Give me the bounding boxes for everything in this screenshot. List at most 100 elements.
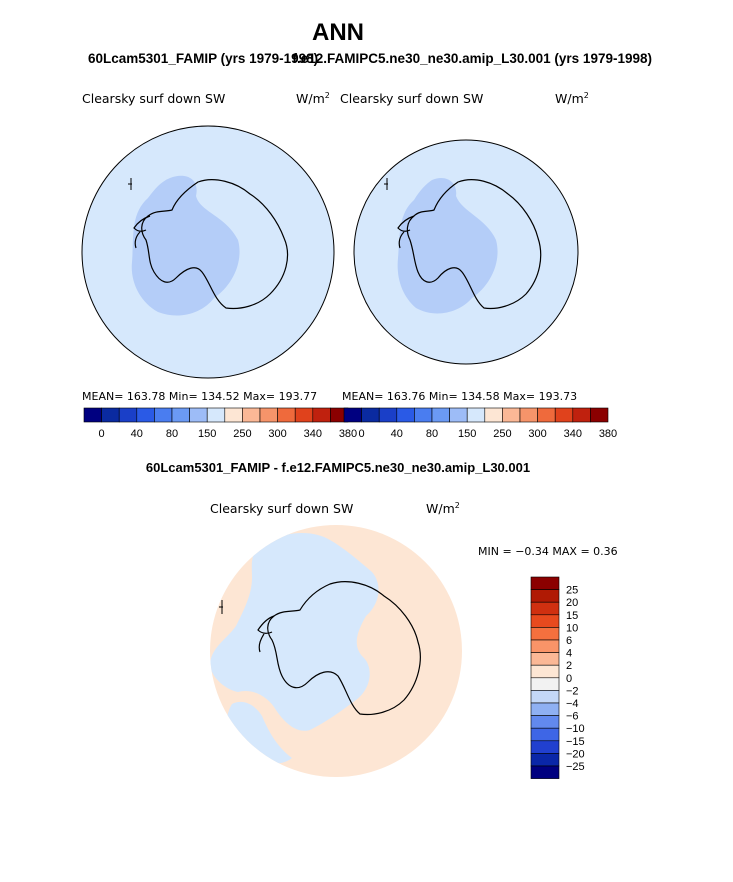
diff-colorbar-tick-label: 6 [566,635,572,647]
diff-colorbar-swatch [530,601,560,616]
colorbar-swatch [189,407,208,423]
left-map-variable: Clearsky surf down SW [82,91,225,106]
colorbar-tick-label: 150 [458,428,476,440]
colorbar-swatch [537,407,556,423]
left-colorbar [83,407,349,423]
colorbar-swatch [101,407,120,423]
diff-colorbar-tick-label: −10 [566,723,585,735]
colorbar-swatch [294,407,314,423]
colorbar-swatch [414,407,433,423]
diff-map-units: W/m2 [426,501,460,516]
colorbar-swatch [118,407,138,423]
diff-colorbar-tick-label: 10 [566,622,578,634]
left-peninsula [133,215,151,249]
colorbar-tick-label: 250 [233,428,251,440]
diff-colorbar-swatch [530,690,560,704]
colorbar-swatch [361,407,380,423]
colorbar-swatch [431,407,450,423]
diff-colorbar-tick-label: −6 [566,711,579,723]
colorbar-swatch [554,407,574,423]
colorbar-tick-label: 250 [493,428,511,440]
diff-colorbar-swatch [530,664,560,679]
diff-colorbar-swatch [530,715,560,729]
diff-antarctica-coastline [267,581,421,716]
colorbar-tick-label: 380 [599,428,617,440]
colorbar-swatch [343,407,362,423]
left-stats: MEAN= 163.78 Min= 134.52 Max= 193.77 [82,390,317,403]
diff-map-variable: Clearsky surf down SW [210,501,353,516]
difference-colorbar [530,576,560,779]
colorbar-swatch [466,407,486,423]
right-antarctica-coastline [406,179,542,310]
diff-colorbar-swatch [530,589,560,603]
colorbar-swatch [277,407,296,423]
case1-label: 60Lcam5301_FAMIP (yrs 1979-1998) [88,51,318,66]
colorbar-tick-label: 0 [359,428,365,440]
difference-title: 60Lcam5301_FAMIP - f.e12.FAMIPC5.ne30_ne… [146,460,530,475]
colorbar-swatch [396,407,415,423]
diff-colorbar-swatch [530,627,560,641]
colorbar-swatch [259,407,278,423]
colorbar-tick-label: 340 [564,428,582,440]
difference-map [210,525,462,777]
colorbar-swatch [449,407,468,423]
diff-colorbar-swatch [530,677,560,691]
right-colorbar-labels: 0 40 80 150 250 300 340 380 [359,428,618,440]
diff-colorbar-swatch [530,765,560,779]
diff-colorbar-tick-label: 4 [566,648,572,660]
diff-island [219,600,223,614]
diff-colorbar-tick-label: 15 [566,610,578,622]
colorbar-tick-label: 300 [528,428,546,440]
diff-colorbar-swatch [530,740,560,754]
colorbar-swatch [590,407,609,423]
colorbar-swatch [378,407,398,423]
colorbar-tick-label: 380 [339,428,357,440]
diff-colorbar-swatch [530,614,560,628]
right-stats: MEAN= 163.76 Min= 134.58 Max= 193.73 [342,390,577,403]
diff-colorbar-tick-label: 25 [566,585,578,597]
left-map-units: W/m2 [296,91,330,106]
diff-min-max: MIN = −0.34 MAX = 0.36 [478,545,618,558]
diff-colorbar-tick-label: 20 [566,597,578,609]
colorbar-swatch [154,407,173,423]
diff-peninsula [257,615,275,653]
colorbar-tick-label: 340 [304,428,322,440]
diff-colorbar-tick-label: −2 [566,685,579,697]
colorbar-tick-label: 80 [426,428,438,440]
colorbar-tick-label: 150 [198,428,216,440]
colorbar-swatch [224,407,243,423]
diff-colorbar-tick-label: −25 [566,761,585,773]
diff-colorbar-swatch [530,652,560,666]
diff-colorbar-tick-label: −15 [566,736,585,748]
colorbar-swatch [572,407,591,423]
colorbar-swatch [242,407,261,423]
diff-colorbar-tick-label: 2 [566,660,572,672]
diff-colorbar-swatch [530,576,560,590]
left-island [128,178,132,190]
colorbar-swatch [136,407,155,423]
diff-colorbar-tick-label: −4 [566,698,579,710]
colorbar-swatch [171,407,190,423]
diff-colorbar-swatch [530,639,560,653]
diff-colorbar-swatch [530,702,560,716]
diff-colorbar-swatch [530,727,560,742]
colorbar-swatch [484,407,503,423]
colorbar-tick-label: 40 [391,428,403,440]
colorbar-swatch [206,407,226,423]
colorbar-swatch [83,407,102,423]
colorbar-swatch [519,407,538,423]
season-title: ANN [312,19,364,46]
right-map-variable: Clearsky surf down SW [340,91,483,106]
colorbar-tick-label: 0 [99,428,105,440]
left-antarctica-coastline [141,179,289,310]
right-map [353,139,579,365]
diff-colorbar-tick-label: −20 [566,748,585,760]
right-peninsula [397,215,415,249]
colorbar-swatch [312,407,331,423]
diff-colorbar-tick-label: 0 [566,673,572,685]
diff-colorbar-swatch [530,753,560,767]
left-colorbar-labels: 0 40 80 150 250 300 340 380 [99,428,358,440]
left-map [81,125,335,379]
